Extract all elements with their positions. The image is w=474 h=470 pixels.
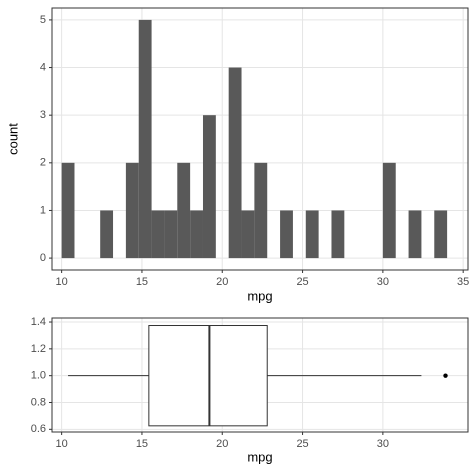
bar [177,162,191,259]
y-tick-label: 0.6 [31,423,46,435]
bar [151,210,165,259]
bar [100,210,114,259]
box [148,325,268,427]
x-tick-label: 20 [216,276,228,288]
y-tick-label: 1.0 [31,370,46,382]
y-tick-label: 0 [40,252,46,264]
bar [138,19,152,259]
x-tick-label: 15 [136,438,148,450]
y-tick-label: 4 [40,61,46,73]
bar [280,210,293,259]
bar [190,210,203,259]
y-tick-label: 1.2 [31,343,46,355]
bar [305,210,319,259]
x-axis-title: mpg [247,288,272,303]
x-tick-label: 30 [377,276,389,288]
bar [228,67,242,259]
x-tick-label: 30 [377,438,389,450]
y-tick-label: 1 [40,204,46,216]
x-tick-label: 10 [56,438,68,450]
bar [331,210,345,259]
x-tick-label: 35 [457,276,469,288]
panel-border [51,7,469,271]
bar [241,210,255,259]
x-tick-label: 10 [56,276,68,288]
x-tick-label: 25 [296,438,308,450]
y-axis-title: count [5,123,20,155]
bar [254,162,268,259]
y-tick-label: 2 [40,157,46,169]
bar [382,162,396,259]
outlier [443,373,448,378]
x-axis-title: mpg [247,449,272,464]
x-tick-label: 15 [136,276,148,288]
x-tick-label: 25 [296,276,308,288]
bar [408,210,422,259]
bar [202,115,216,259]
bar [434,210,448,259]
y-tick-label: 0.8 [31,396,46,408]
bar [125,162,139,259]
x-tick-label: 20 [216,438,228,450]
y-tick-label: 3 [40,109,46,121]
bar [164,210,178,259]
bar [61,162,75,259]
panel-border [51,317,469,433]
y-tick-label: 5 [40,14,46,26]
y-tick-label: 1.4 [31,316,46,328]
